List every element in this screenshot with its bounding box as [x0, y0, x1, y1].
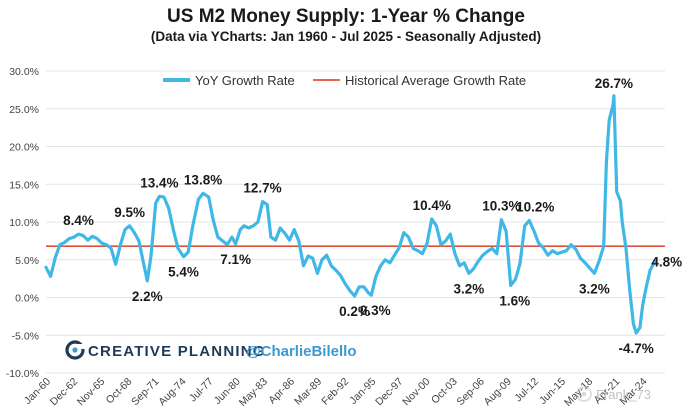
data-label: 13.4% — [140, 175, 178, 190]
y-tick-label: -10.0% — [6, 368, 39, 380]
series-line-yoy-growth — [44, 94, 657, 335]
watermark: Frank_73 — [576, 386, 651, 402]
y-axis-ticks: -10.0% -5.0% 0.0% 5.0% 10.0% 15.0% 20.0% 25.0% 3… — [6, 66, 39, 380]
legend-label-series: YoY Growth Rate — [195, 73, 295, 88]
data-labels: 8.4% 9.5% 2.2% 13.4% 5.4% 13.8% 7.1% 12.7% 0.2%0… — [63, 76, 682, 356]
data-label: 9.5% — [114, 205, 145, 220]
data-label: 4.8% — [651, 254, 682, 269]
legend-label-average: Historical Average Growth Rate — [345, 73, 526, 88]
data-label: 0.2% — [339, 304, 370, 319]
x-tick-label: Apr-86 — [266, 376, 297, 407]
data-label: 13.8% — [184, 172, 222, 187]
x-tick-label: Sep-06 — [454, 376, 487, 409]
x-axis-ticks: Jan-60Dec-62Nov-65Oct-68Sep-71Aug-74Jul-… — [22, 376, 650, 409]
y-tick-label: 25.0% — [9, 104, 39, 116]
data-label: 12.7% — [243, 181, 281, 196]
data-label: 3.2% — [579, 281, 610, 296]
author-handle: @CharlieBilello — [246, 343, 357, 360]
data-label: 26.7% — [595, 76, 633, 91]
creative-planning-logo-icon — [65, 340, 85, 360]
data-label: -4.7% — [619, 341, 654, 356]
data-label: 10.3% — [482, 199, 520, 214]
x-tick-label: Dec-62 — [48, 376, 81, 409]
legend: YoY Growth Rate Historical Average Growt… — [163, 73, 526, 88]
x-tick-label: Mar-89 — [292, 376, 324, 408]
gridlines — [46, 70, 665, 374]
data-label: 7.1% — [220, 252, 251, 267]
x-tick-label: Dec-97 — [373, 376, 406, 409]
x-tick-label: Jul-12 — [512, 376, 541, 405]
watermark-logo-icon — [576, 386, 592, 402]
x-tick-label: Jan-60 — [22, 376, 53, 407]
y-tick-label: 10.0% — [9, 217, 39, 229]
brand-company-name: CREATIVE PLANNING — [88, 343, 266, 360]
y-tick-label: 5.0% — [15, 255, 39, 267]
watermark-text: Frank_73 — [596, 387, 651, 402]
chart-subtitle: (Data via YCharts: Jan 1960 - Jul 2025 -… — [151, 29, 541, 44]
x-tick-label: Aug-74 — [156, 376, 189, 409]
data-label: 1.6% — [499, 293, 530, 308]
y-tick-label: 15.0% — [9, 179, 39, 191]
x-tick-label: Nov-65 — [75, 376, 108, 409]
x-tick-label: Jul-77 — [187, 376, 216, 405]
y-tick-label: 30.0% — [9, 66, 39, 78]
data-label: 10.2% — [516, 199, 554, 214]
data-label: 2.2% — [132, 289, 163, 304]
data-label: 5.4% — [168, 265, 199, 280]
data-label: 3.2% — [453, 281, 484, 296]
y-tick-label: 20.0% — [9, 142, 39, 154]
y-tick-label: -5.0% — [12, 330, 39, 342]
data-label: 0.3% — [360, 303, 391, 318]
x-tick-label: Feb-92 — [319, 376, 351, 408]
x-tick-label: May-83 — [237, 376, 270, 409]
x-tick-label: Aug-09 — [482, 376, 515, 409]
data-label: 10.4% — [413, 198, 451, 213]
brand-logo: CREATIVE PLANNING @CharlieBilello — [65, 340, 357, 360]
x-tick-label: Jan-95 — [347, 376, 378, 407]
y-tick-label: 0.0% — [15, 293, 39, 305]
x-tick-label: Nov-00 — [400, 376, 433, 409]
x-tick-label: Sep-71 — [129, 376, 162, 409]
data-label: 8.4% — [63, 213, 94, 228]
chart-title: US M2 Money Supply: 1-Year % Change — [167, 6, 525, 27]
